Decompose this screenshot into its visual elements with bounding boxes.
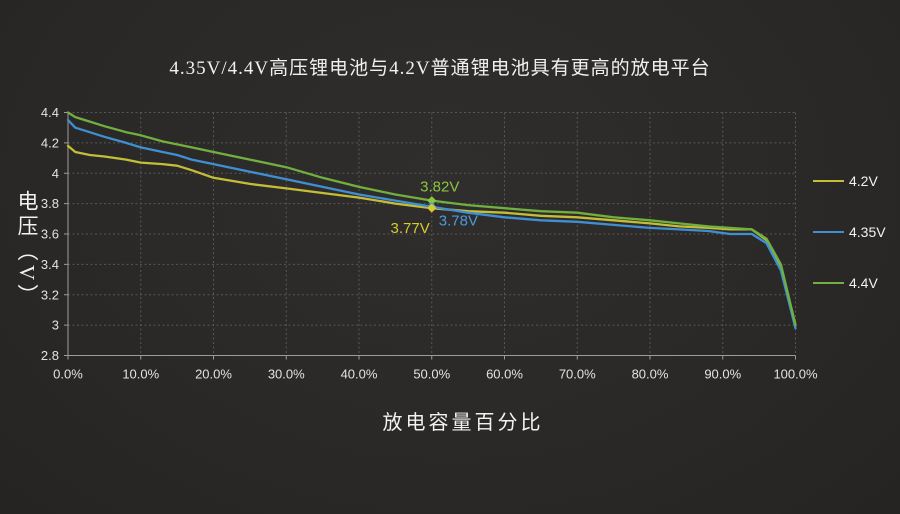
annotation-label: 3.82V: [420, 179, 459, 196]
legend-line-swatch: [813, 231, 844, 233]
x-axis-title: 放电容量百分比: [382, 412, 544, 434]
legend-label: 4.4V: [849, 275, 878, 291]
x-tick-label: 40.0%: [341, 367, 378, 382]
y-tick-label: 3.4: [41, 257, 59, 272]
y-tick-label: 4.2: [41, 135, 59, 150]
legend-item-4.2V: 4.2V: [813, 172, 886, 190]
x-tick-label: 100.0%: [773, 367, 818, 382]
y-tick-label: 2.8: [41, 348, 59, 363]
y-tick-label: 4.4: [41, 105, 59, 120]
legend-item-4.4V: 4.4V: [813, 274, 886, 292]
legend-item-4.35V: 4.35V: [813, 223, 886, 241]
annotation-label: 3.77V: [391, 220, 430, 237]
legend-line-swatch: [813, 180, 844, 182]
annotation-label: 3.78V: [439, 213, 478, 230]
series-line-4.35V: [66, 118, 797, 330]
data-point-marker: [427, 203, 437, 213]
x-tick-label: 20.0%: [195, 367, 232, 382]
x-tick-label: 80.0%: [632, 367, 669, 382]
x-tick-label: 60.0%: [486, 367, 523, 382]
y-tick-label: 3.2: [41, 287, 59, 302]
x-tick-label: 90.0%: [704, 367, 741, 382]
legend-label: 4.35V: [849, 224, 886, 240]
y-tick-label: 4: [52, 166, 59, 181]
series-line-4.4V: [66, 111, 797, 327]
legend: 4.2V 4.35V 4.4V: [813, 172, 886, 292]
y-tick-label: 3: [52, 318, 59, 333]
data-point-marker: [427, 196, 437, 206]
y-tick-label: 3.8: [41, 196, 59, 211]
x-tick-label: 10.0%: [122, 367, 159, 382]
x-tick-label: 70.0%: [559, 367, 596, 382]
legend-line-swatch: [813, 282, 844, 284]
series-line-4.2V: [66, 144, 797, 327]
chart-title: 4.35V/4.4V高压锂电池与4.2V普通锂电池具有更高的放电平台: [169, 58, 711, 79]
legend-label: 4.2V: [849, 173, 878, 189]
x-tick-label: 0.0%: [53, 367, 83, 382]
y-tick-label: 3.6: [41, 227, 59, 242]
y-axis-title: 电压（V）: [15, 190, 39, 310]
x-tick-label: 30.0%: [268, 367, 305, 382]
x-tick-label: 50.0%: [413, 367, 450, 382]
